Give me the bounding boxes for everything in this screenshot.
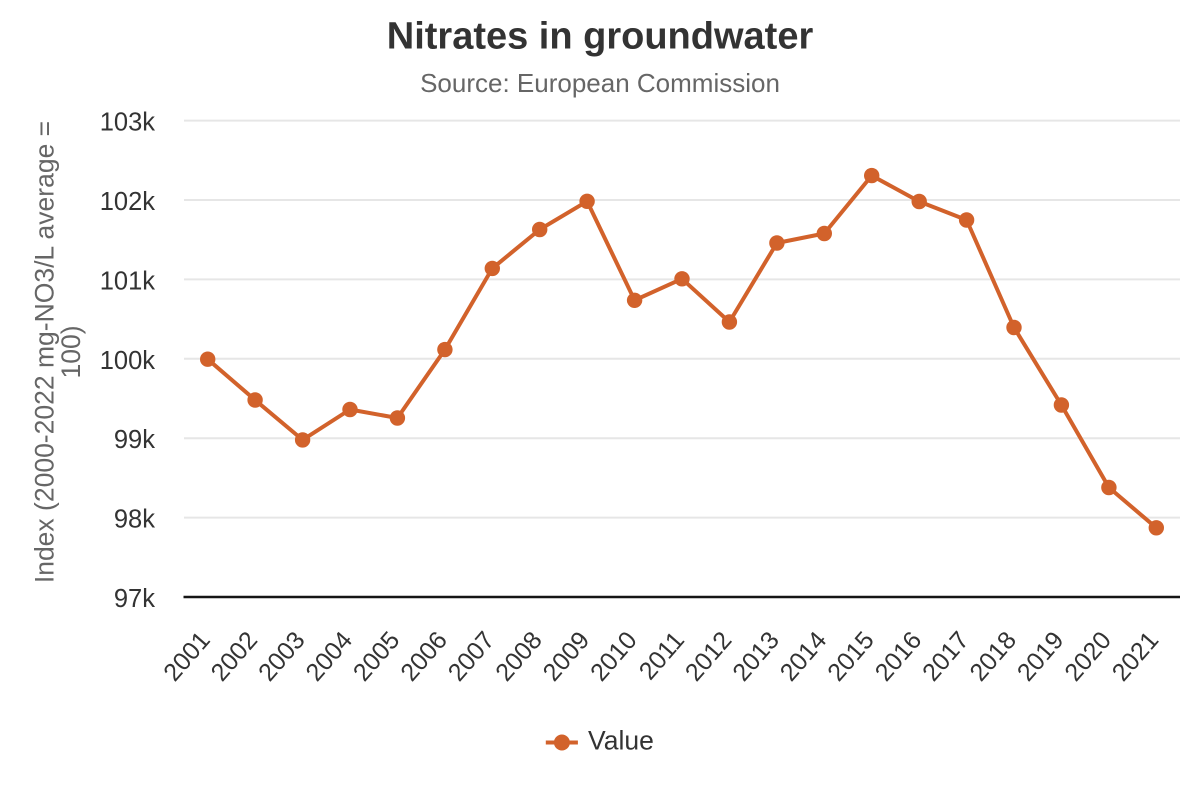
svg-text:100k: 100k bbox=[100, 347, 156, 375]
svg-text:Source: European Commission: Source: European Commission bbox=[420, 68, 780, 98]
svg-text:100): 100) bbox=[56, 325, 86, 378]
svg-text:101k: 101k bbox=[100, 267, 156, 295]
svg-text:Value: Value bbox=[588, 725, 654, 755]
svg-text:Index (2000-2022 mg-NO3/L aver: Index (2000-2022 mg-NO3/L average = bbox=[30, 121, 60, 583]
svg-text:98k: 98k bbox=[114, 506, 155, 534]
svg-text:Nitrates in groundwater: Nitrates in groundwater bbox=[387, 16, 814, 58]
svg-text:102k: 102k bbox=[100, 188, 156, 216]
svg-text:103k: 103k bbox=[100, 109, 156, 137]
svg-text:99k: 99k bbox=[114, 426, 155, 454]
svg-text:97k: 97k bbox=[114, 585, 155, 613]
